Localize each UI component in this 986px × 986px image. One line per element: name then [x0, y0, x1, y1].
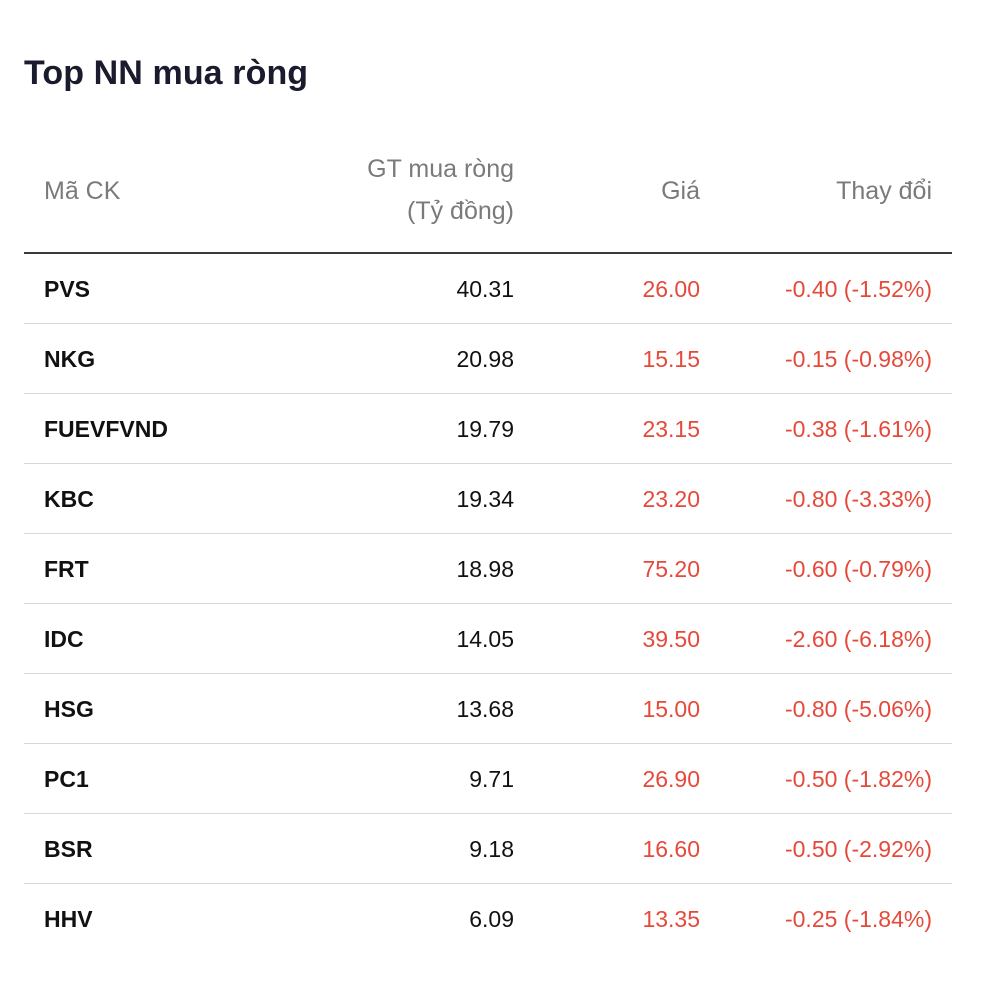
table-row[interactable]: FRT 18.98 75.20 -0.60 (-0.79%) [24, 534, 952, 604]
table-header: Mã CK GT mua ròng (Tỷ đồng) Giá Thay đổi [24, 140, 952, 254]
change: -0.50 (-2.92%) [784, 836, 932, 862]
price: 23.15 [642, 416, 700, 442]
table-row[interactable]: BSR 9.18 16.60 -0.50 (-2.92%) [24, 814, 952, 884]
table-row[interactable]: IDC 14.05 39.50 -2.60 (-6.18%) [24, 604, 952, 674]
price: 39.50 [642, 626, 700, 652]
net-value: 9.18 [469, 836, 514, 862]
net-value: 6.09 [469, 906, 514, 932]
price: 26.00 [642, 276, 700, 302]
net-value: 14.05 [456, 626, 514, 652]
table-row[interactable]: HHV 6.09 13.35 -0.25 (-1.84%) [24, 884, 952, 954]
stock-code[interactable]: HSG [44, 696, 94, 722]
table-row[interactable]: PVS 40.31 26.00 -0.40 (-1.52%) [24, 254, 952, 324]
net-value: 9.71 [469, 766, 514, 792]
stock-code[interactable]: HHV [44, 906, 93, 932]
stock-code[interactable]: PC1 [44, 766, 89, 792]
net-value: 13.68 [456, 696, 514, 722]
header-change[interactable]: Thay đổi [836, 177, 932, 205]
net-value: 20.98 [456, 346, 514, 372]
price: 23.20 [642, 486, 700, 512]
stock-code[interactable]: KBC [44, 486, 94, 512]
change: -0.25 (-1.84%) [784, 906, 932, 932]
net-buy-table: Mã CK GT mua ròng (Tỷ đồng) Giá Thay đổi… [24, 140, 952, 954]
stock-code[interactable]: FRT [44, 556, 89, 582]
table-row[interactable]: FUEVFVND 19.79 23.15 -0.38 (-1.61%) [24, 394, 952, 464]
price: 16.60 [642, 836, 700, 862]
change: -0.40 (-1.52%) [784, 276, 932, 302]
change: -0.80 (-3.33%) [784, 486, 932, 512]
stock-code[interactable]: NKG [44, 346, 96, 372]
table-row[interactable]: NKG 20.98 15.15 -0.15 (-0.98%) [24, 324, 952, 394]
price: 15.00 [642, 696, 700, 722]
stock-code[interactable]: IDC [44, 626, 84, 652]
header-net-value-line2: (Tỷ đồng) [407, 197, 514, 225]
price: 75.20 [642, 556, 700, 582]
price: 13.35 [642, 906, 700, 932]
change: -0.80 (-5.06%) [784, 696, 932, 722]
net-value: 40.31 [456, 276, 514, 302]
change: -0.60 (-0.79%) [784, 556, 932, 582]
header-code[interactable]: Mã CK [44, 177, 121, 205]
net-value: 18.98 [456, 556, 514, 582]
table-row[interactable]: PC1 9.71 26.90 -0.50 (-1.82%) [24, 744, 952, 814]
net-value: 19.79 [456, 416, 514, 442]
change: -0.15 (-0.98%) [784, 346, 932, 372]
price: 15.15 [642, 346, 700, 372]
header-price[interactable]: Giá [661, 177, 700, 205]
header-net-value[interactable]: GT mua ròng (Tỷ đồng) [367, 148, 514, 232]
change: -0.50 (-1.82%) [784, 766, 932, 792]
page-title: Top NN mua ròng [24, 54, 309, 92]
stock-code[interactable]: BSR [44, 836, 93, 862]
change: -0.38 (-1.61%) [784, 416, 932, 442]
stock-code[interactable]: PVS [44, 276, 91, 302]
stock-code[interactable]: FUEVFVND [44, 416, 168, 442]
net-value: 19.34 [456, 486, 514, 512]
header-net-value-line1: GT mua ròng [367, 155, 514, 183]
table-row[interactable]: KBC 19.34 23.20 -0.80 (-3.33%) [24, 464, 952, 534]
table-row[interactable]: HSG 13.68 15.00 -0.80 (-5.06%) [24, 674, 952, 744]
price: 26.90 [642, 766, 700, 792]
change: -2.60 (-6.18%) [784, 626, 932, 652]
